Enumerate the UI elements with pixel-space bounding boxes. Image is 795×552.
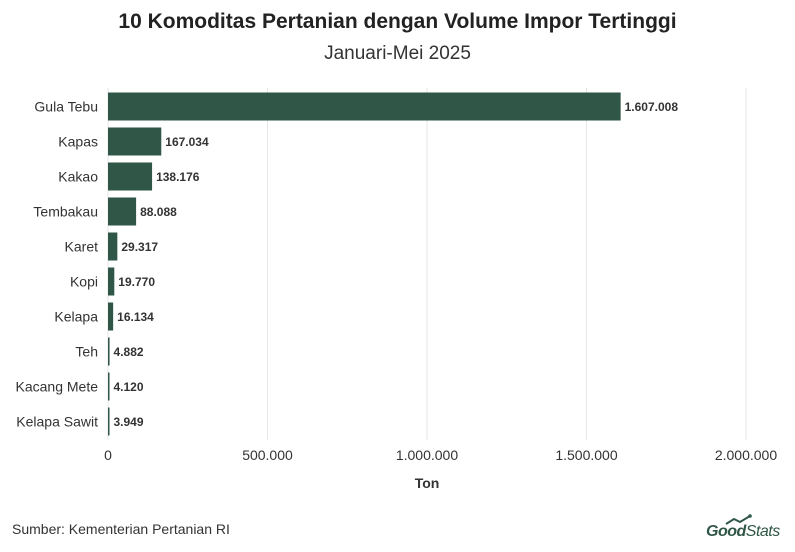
x-tick-label: 2.000.000 (715, 447, 777, 463)
bar (108, 407, 110, 436)
data-label: 4.882 (114, 345, 144, 359)
x-axis-title: Ton (415, 475, 440, 491)
goodstats-logo: GoodStats (706, 514, 790, 544)
logo-stats: Stats (745, 523, 780, 540)
data-label: 88.088 (140, 205, 177, 219)
bar (108, 162, 153, 191)
chart-title: 10 Komoditas Pertanian dengan Volume Imp… (118, 10, 677, 33)
category-label: Kelapa Sawit (16, 414, 98, 430)
category-label: Kopi (70, 274, 98, 290)
bar (108, 92, 621, 121)
category-label: Kapas (58, 134, 98, 150)
bar (108, 302, 114, 331)
logo-good: Good (706, 523, 746, 540)
data-label: 4.120 (114, 380, 144, 394)
data-label: 29.317 (121, 240, 158, 254)
bar (108, 127, 162, 156)
x-tick-label: 0 (104, 447, 112, 463)
data-label: 1.607.008 (625, 100, 679, 114)
trend-spark-icon (725, 514, 752, 525)
category-label: Teh (75, 344, 98, 360)
category-label: Gula Tebu (34, 99, 98, 115)
x-tick-label: 500.000 (242, 447, 293, 463)
bar (108, 267, 115, 296)
category-label: Kakao (58, 169, 98, 185)
source-note: Sumber: Kementerian Pertanian RI (12, 521, 230, 537)
chart-subtitle: Januari-Mei 2025 (324, 43, 471, 64)
x-tick-label: 1.000.000 (396, 447, 458, 463)
data-label: 19.770 (118, 275, 155, 289)
bar (108, 372, 110, 401)
data-label: 167.034 (165, 135, 209, 149)
data-label: 16.134 (117, 310, 154, 324)
category-label: Kacang Mete (16, 379, 99, 395)
category-label: Tembakau (33, 204, 98, 220)
data-label: 3.949 (114, 415, 144, 429)
bar (108, 337, 110, 366)
x-tick-label: 1.500.000 (555, 447, 617, 463)
bar-chart: 0 500.000 1.000.000 1.500.000 2.000.000 Ton Gu… (16, 88, 777, 491)
data-label: 138.176 (156, 170, 200, 184)
bar (108, 232, 118, 261)
bar (108, 197, 137, 226)
category-label: Karet (65, 239, 99, 255)
category-label: Kelapa (54, 309, 98, 325)
logo-wordmark: GoodStats (706, 523, 780, 541)
